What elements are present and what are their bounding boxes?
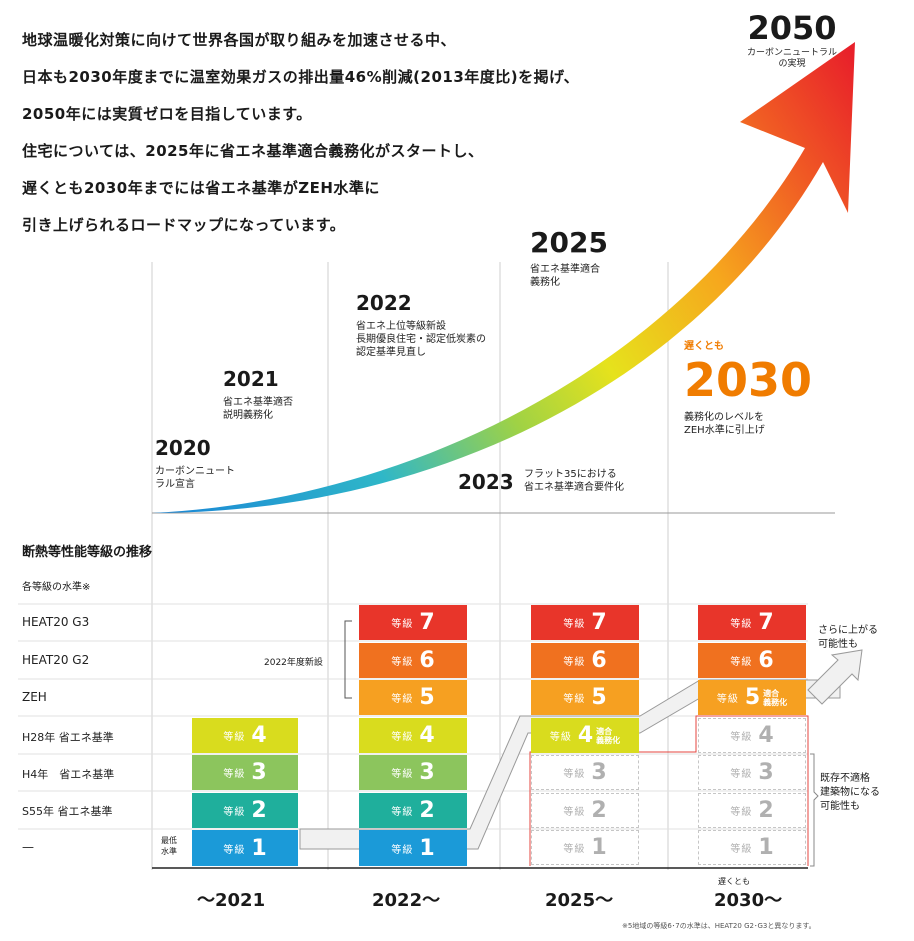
grade-3-ghost-block: 等級 3 xyxy=(531,755,639,790)
grade-2-ghost-block: 等級 2 xyxy=(531,793,639,828)
milestone-desc: 省エネ基準適否 xyxy=(223,397,293,408)
intro-line: 日本も2030年度までに温室効果ガスの排出量46%削減(2013年度比)を掲げ、 xyxy=(22,68,580,86)
milestone-desc: 省エネ基準適合要件化 xyxy=(524,482,624,493)
grade-2-block: 等級 2 xyxy=(192,793,298,828)
footnote: ※5地域の等級6･7の水準は、HEAT20 G2･G3と異なります。 xyxy=(622,922,816,930)
milestone-desc: ラル宣言 xyxy=(155,479,195,490)
intro-line: 住宅については、2025年に省エネ基準適合義務化がスタートし、 xyxy=(22,142,484,160)
milestone-2030: 遅くとも 2030 義務化のレベルを ZEH水準に引上げ xyxy=(684,340,812,437)
milestone-desc: カーボンニュートラル xyxy=(746,48,837,58)
row-label: S55年 省エネ基準 xyxy=(22,805,113,818)
grade-7-block: 等級 7 xyxy=(531,605,639,640)
noncompliant-region xyxy=(529,715,809,866)
up-arrow xyxy=(807,649,863,705)
grade-6-block: 等級 6 xyxy=(531,643,639,678)
grade-2-ghost-block: 等級 2 xyxy=(698,793,806,828)
milestone-desc: 認定基準見直し xyxy=(356,347,426,358)
grade-5-mandatory-block: 等級 5 適合 義務化 xyxy=(698,680,806,715)
period-label: ～2021 xyxy=(197,890,266,911)
grade-3-ghost-block: 等級 3 xyxy=(698,755,806,790)
grade-6-block: 等級 6 xyxy=(359,643,467,678)
milestone-2022: 2022 省エネ上位等級新設 長期優良住宅・認定低炭素の 認定基準見直し xyxy=(356,291,486,359)
grade-1-ghost-block: 等級 1 xyxy=(531,830,639,865)
row-label: H28年 省エネ基準 xyxy=(22,731,114,744)
milestone-desc: 省エネ上位等級新設 xyxy=(356,321,446,332)
milestone-desc: フラット35における xyxy=(524,469,617,480)
grade-4-ghost-block: 等級 4 xyxy=(698,718,806,753)
milestone-year: 2020 xyxy=(155,436,211,460)
row-label: HEAT20 G3 xyxy=(22,615,90,629)
grade-1-ghost-block: 等級 1 xyxy=(698,830,806,865)
milestone-2023-desc: フラット35における 省エネ基準適合要件化 xyxy=(524,468,624,494)
grade-4-block: 等級 4 xyxy=(359,718,467,753)
grade-6-block: 等級 6 xyxy=(698,643,806,678)
noncompliant-brace xyxy=(810,753,819,867)
intro-line: 地球温暖化対策に向けて世界各国が取り組みを加速させる中、 xyxy=(22,31,457,49)
period-label: 2030～ xyxy=(714,890,783,911)
milestone-2021: 2021 省エネ基準適否 説明義務化 xyxy=(223,367,293,422)
note-may-rise: さらに上がる 可能性も xyxy=(818,625,878,650)
grade-1-block: 等級 1 xyxy=(359,830,467,866)
note-noncompliant: 既存不適格 建築物になる 可能性も xyxy=(820,773,880,812)
milestone-desc: 長期優良住宅・認定低炭素の xyxy=(356,334,486,345)
grade-1-block: 等級 1 xyxy=(192,830,298,866)
milestone-year: 2030 xyxy=(684,353,813,407)
milestone-pre: 遅くとも xyxy=(684,341,724,352)
grade-7-block: 等級 7 xyxy=(359,605,467,640)
milestone-desc: 義務化のレベルを xyxy=(684,412,764,423)
grade-4-block: 等級 4 xyxy=(192,718,298,753)
intro-line: 2050年には実質ゼロを目指しています。 xyxy=(22,105,312,123)
milestone-2025: 2025 省エネ基準適合 義務化 xyxy=(530,226,608,289)
grade-2-block: 等級 2 xyxy=(359,793,467,828)
intro-line: 引き上げられるロードマップになっています。 xyxy=(22,216,346,234)
new-grade-bracket xyxy=(344,620,352,699)
period-label: 2025～ xyxy=(545,890,614,911)
milestone-2050: 2050 カーボンニュートラル の実現 xyxy=(740,8,844,70)
grade-3-block: 等級 3 xyxy=(359,755,467,790)
milestone-year: 2025 xyxy=(530,226,608,259)
milestone-desc: カーボンニュート xyxy=(155,466,235,477)
intro-paragraph: 地球温暖化対策に向けて世界各国が取り組みを加速させる中、 日本も2030年度まで… xyxy=(22,22,722,244)
milestone-year: 2022 xyxy=(356,291,412,315)
intro-line: 遅くとも2030年までには省エネ基準がZEH水準に xyxy=(22,179,380,197)
row-label: ZEH xyxy=(22,690,47,704)
milestone-2023: 2023 xyxy=(458,470,514,494)
grades-subtitle: 各等級の水準※ xyxy=(22,582,91,593)
milestone-2020: 2020 カーボンニュート ラル宣言 xyxy=(155,436,235,491)
milestone-year: 2050 xyxy=(747,9,837,47)
milestone-desc: 説明義務化 xyxy=(223,410,273,421)
grade-5-block: 等級 5 xyxy=(531,680,639,715)
period-pre-label: 遅くとも xyxy=(718,877,750,886)
period-label: 2022～ xyxy=(372,890,441,911)
milestone-desc: ZEH水準に引上げ xyxy=(684,425,765,436)
new-grade-note: 2022年度新設 xyxy=(264,658,323,668)
milestone-desc: 義務化 xyxy=(530,277,560,288)
milestone-year: 2023 xyxy=(458,470,514,494)
grade-3-block: 等級 3 xyxy=(192,755,298,790)
progress-arrow xyxy=(152,42,855,513)
milestone-year: 2021 xyxy=(223,367,279,391)
row-label: HEAT20 G2 xyxy=(22,653,90,667)
grade-4-mandatory-block: 等級 4 適合 義務化 xyxy=(531,718,639,753)
row-label: H4年 省エネ基準 xyxy=(22,768,115,781)
grade-7-block: 等級 7 xyxy=(698,605,806,640)
milestone-desc: の実現 xyxy=(778,59,806,69)
milestone-desc: 省エネ基準適合 xyxy=(530,264,600,275)
row-label: — xyxy=(22,840,34,854)
min-standard-label: 最低 水準 xyxy=(161,836,177,856)
grade-5-block: 等級 5 xyxy=(359,680,467,715)
grades-title: 断熱等性能等級の推移 xyxy=(22,545,153,560)
